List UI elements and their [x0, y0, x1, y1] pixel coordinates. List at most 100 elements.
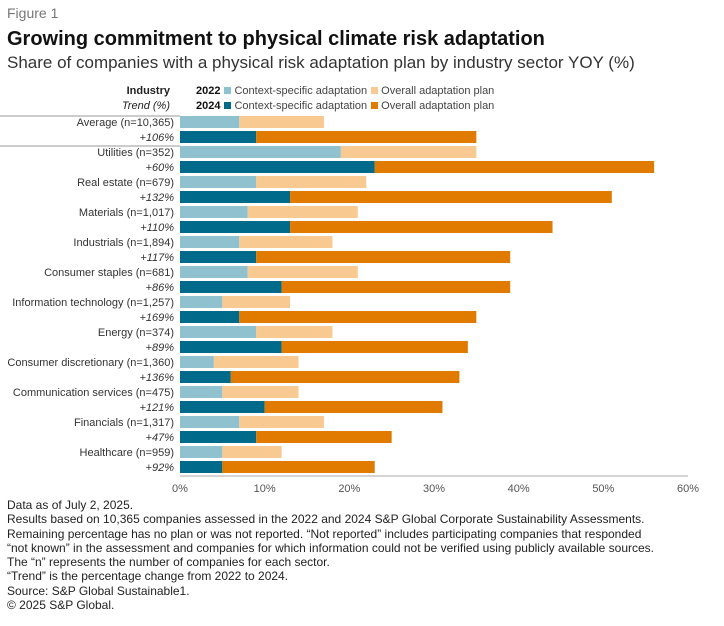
note-line: Source: S&P Global Sustainable1. — [7, 583, 190, 598]
legend-2024: 2024 Context-specific adaptation Overall a… — [196, 100, 494, 112]
trend-label: +60% — [146, 162, 175, 174]
category-label: Average (n=10,365) — [77, 117, 174, 129]
bar-2022-context — [180, 326, 257, 338]
x-tick-label: 0% — [172, 483, 188, 495]
trend-label: +89% — [146, 342, 175, 354]
trend-label: +110% — [140, 222, 174, 234]
bar-chart: Average (n=10,365) +106% Utilities (n=352)… — [0, 115, 699, 495]
category-label: Information technology (n=1,257) — [12, 297, 174, 309]
bar-2024-overall — [256, 251, 511, 263]
category-label: Healthcare (n=959) — [80, 447, 174, 459]
legend-label: Context-specific adaptation — [234, 100, 368, 112]
legend-swatch — [371, 87, 379, 94]
bar-2024-context — [180, 401, 265, 413]
x-tick-label: 40% — [508, 483, 530, 495]
bar-2024-overall — [290, 191, 612, 203]
bar-2024-context — [180, 131, 257, 143]
category-label: Energy (n=374) — [98, 327, 174, 339]
category-label: Materials (n=1,017) — [79, 207, 174, 219]
legend-swatch — [224, 102, 232, 109]
legend-year: 2024 — [196, 100, 221, 112]
trend-label: +121% — [139, 402, 174, 414]
note-line: “Trend” is the percentage change from 20… — [7, 569, 289, 584]
note-line: “not known” in the assessment and compan… — [7, 540, 655, 555]
legend-swatch — [371, 102, 379, 109]
bar-2024-context — [180, 431, 257, 443]
note-line: The “n” represents the number of compani… — [7, 555, 330, 570]
bar-2024-context — [180, 461, 223, 473]
trend-label: +47% — [146, 432, 175, 444]
bar-2022-context — [180, 116, 240, 128]
notes: Data as of July 2, 2025. Results based on… — [7, 498, 654, 612]
bar-2024-context — [180, 281, 282, 293]
category-label: Real estate (n=679) — [77, 177, 174, 189]
bar-2024-context — [180, 251, 257, 263]
industry-header: Industry — [126, 85, 170, 97]
bar-2024-context — [180, 341, 282, 353]
trend-label: +169% — [139, 312, 174, 324]
bar-2022-context — [180, 206, 248, 218]
bar-2022-overall — [256, 176, 367, 188]
bar-2022-overall — [247, 206, 358, 218]
category-label: Consumer staples (n=681) — [44, 267, 174, 279]
bar-2024-overall — [264, 401, 443, 413]
bar-2024-overall — [222, 461, 375, 473]
legend-year: 2022 — [196, 85, 221, 97]
bar-2024-overall — [256, 431, 392, 443]
legend-2022: 2022 Context-specific adaptation Overall a… — [196, 85, 494, 97]
category-label: Consumer discretionary (n=1,360) — [7, 357, 174, 369]
category-label: Financials (n=1,317) — [74, 417, 174, 429]
bar-2024-overall — [281, 341, 468, 353]
bar-2024-overall — [256, 131, 477, 143]
bar-2022-context — [180, 356, 214, 368]
bar-2022-context — [180, 176, 257, 188]
bar-2022-context — [180, 446, 223, 458]
bar-2022-context — [180, 386, 223, 398]
bar-2024-overall — [290, 221, 553, 233]
trend-label: +86% — [146, 282, 175, 294]
chart-title: Growing commitment to physical climate r… — [7, 28, 545, 50]
trend-label: +117% — [140, 252, 174, 264]
bar-2024-overall — [230, 371, 460, 383]
bar-2022-context — [180, 236, 240, 248]
category-label: Communication services (n=475) — [13, 387, 174, 399]
note-line: Remaining percentage has no plan or was … — [7, 526, 642, 541]
bar-2022-context — [180, 416, 240, 428]
bar-2022-context — [180, 296, 223, 308]
x-tick-label: 50% — [592, 483, 614, 495]
bar-2024-overall — [281, 281, 511, 293]
bar-2024-overall — [239, 311, 477, 323]
category-label: Industrials (n=1,894) — [73, 237, 174, 249]
bar-2022-overall — [256, 326, 333, 338]
bar-2022-overall — [239, 416, 324, 428]
trend-header: Trend (%) — [121, 100, 170, 112]
x-tick-label: 60% — [677, 483, 699, 495]
x-tick-label: 30% — [423, 483, 445, 495]
bar-2024-context — [180, 371, 231, 383]
bar-2022-overall — [222, 386, 299, 398]
category-label: Utilities (n=352) — [97, 147, 174, 159]
bar-2022-overall — [239, 116, 324, 128]
bar-2024-overall — [374, 161, 655, 173]
trend-label: +92% — [146, 462, 175, 474]
legend-label: Overall adaptation plan — [381, 100, 495, 112]
note-line: Results based on 10,365 companies assess… — [7, 512, 645, 527]
bar-2022-context — [180, 146, 341, 158]
bar-2024-context — [180, 161, 375, 173]
figure-label: Figure 1 — [7, 5, 59, 21]
trend-label: +106% — [139, 132, 174, 144]
bar-2022-overall — [247, 266, 358, 278]
bar-2022-overall — [340, 146, 477, 158]
bar-2022-context — [180, 266, 248, 278]
note-line: Data as of July 2, 2025. — [7, 498, 134, 512]
bar-2024-context — [180, 221, 291, 233]
trend-label: +132% — [139, 192, 174, 204]
x-tick-label: 20% — [338, 483, 360, 495]
note-line: © 2025 S&P Global. — [7, 598, 115, 613]
legend-label: Overall adaptation plan — [381, 85, 495, 97]
bar-2022-overall — [213, 356, 299, 368]
bar-2022-overall — [222, 296, 291, 308]
x-tick-label: 10% — [254, 483, 276, 495]
legend-swatch — [224, 87, 232, 94]
